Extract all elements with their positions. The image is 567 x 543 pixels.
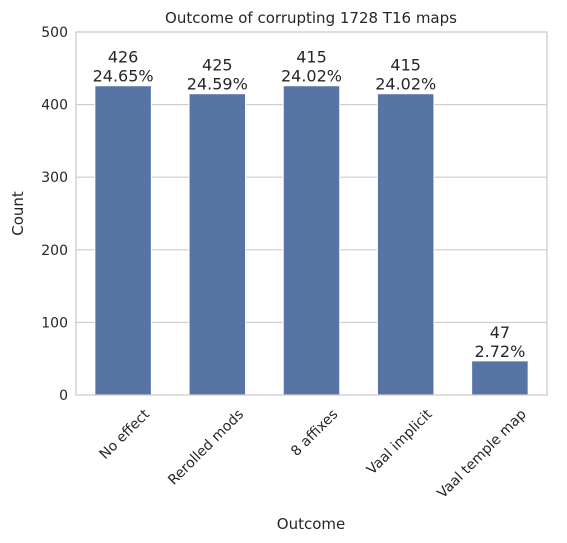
y-tick-label: 200 xyxy=(41,243,68,259)
bar xyxy=(188,93,247,396)
y-tick-label: 300 xyxy=(41,170,68,186)
bar xyxy=(376,93,435,396)
data-labels: 42624.65%42524.59%41524.02%41524.02%472.… xyxy=(93,48,526,361)
data-label-count: 426 xyxy=(108,48,139,67)
y-tick-label: 500 xyxy=(41,25,68,41)
data-label-percent: 24.02% xyxy=(375,75,436,94)
y-axis-label: Count xyxy=(9,191,27,236)
y-tick-labels: 0 100 200 300 400 500 xyxy=(41,25,68,404)
data-label-count: 425 xyxy=(202,56,233,75)
data-label-count: 415 xyxy=(390,56,421,75)
y-tick-label: 400 xyxy=(41,98,68,114)
data-label-count: 415 xyxy=(296,48,327,67)
bar xyxy=(471,360,529,396)
bar xyxy=(94,85,152,396)
x-axis-label: Outcome xyxy=(277,515,345,533)
x-tick-labels: No effect Rerolled mods 8 affixes Vaal impl… xyxy=(97,406,530,502)
data-label-count: 47 xyxy=(490,323,510,342)
data-label-percent: 24.02% xyxy=(281,67,342,86)
bars xyxy=(94,85,529,396)
x-tick-label: No effect xyxy=(97,406,154,463)
plot-frame xyxy=(75,31,548,396)
data-label-percent: 2.72% xyxy=(474,342,525,361)
data-label-percent: 24.65% xyxy=(93,67,154,86)
bar xyxy=(282,85,341,396)
y-tick-label: 100 xyxy=(41,315,68,331)
x-tick-label: Vaal temple map xyxy=(435,406,530,501)
chart-title: Outcome of corrupting 1728 T16 maps xyxy=(165,9,457,27)
x-tick-label: Vaal implicit xyxy=(364,406,436,478)
x-tick-label: 8 affixes xyxy=(288,407,341,460)
x-tick-label: Rerolled mods xyxy=(165,407,247,489)
data-label-percent: 24.59% xyxy=(187,75,248,94)
y-tick-label: 0 xyxy=(59,388,68,404)
